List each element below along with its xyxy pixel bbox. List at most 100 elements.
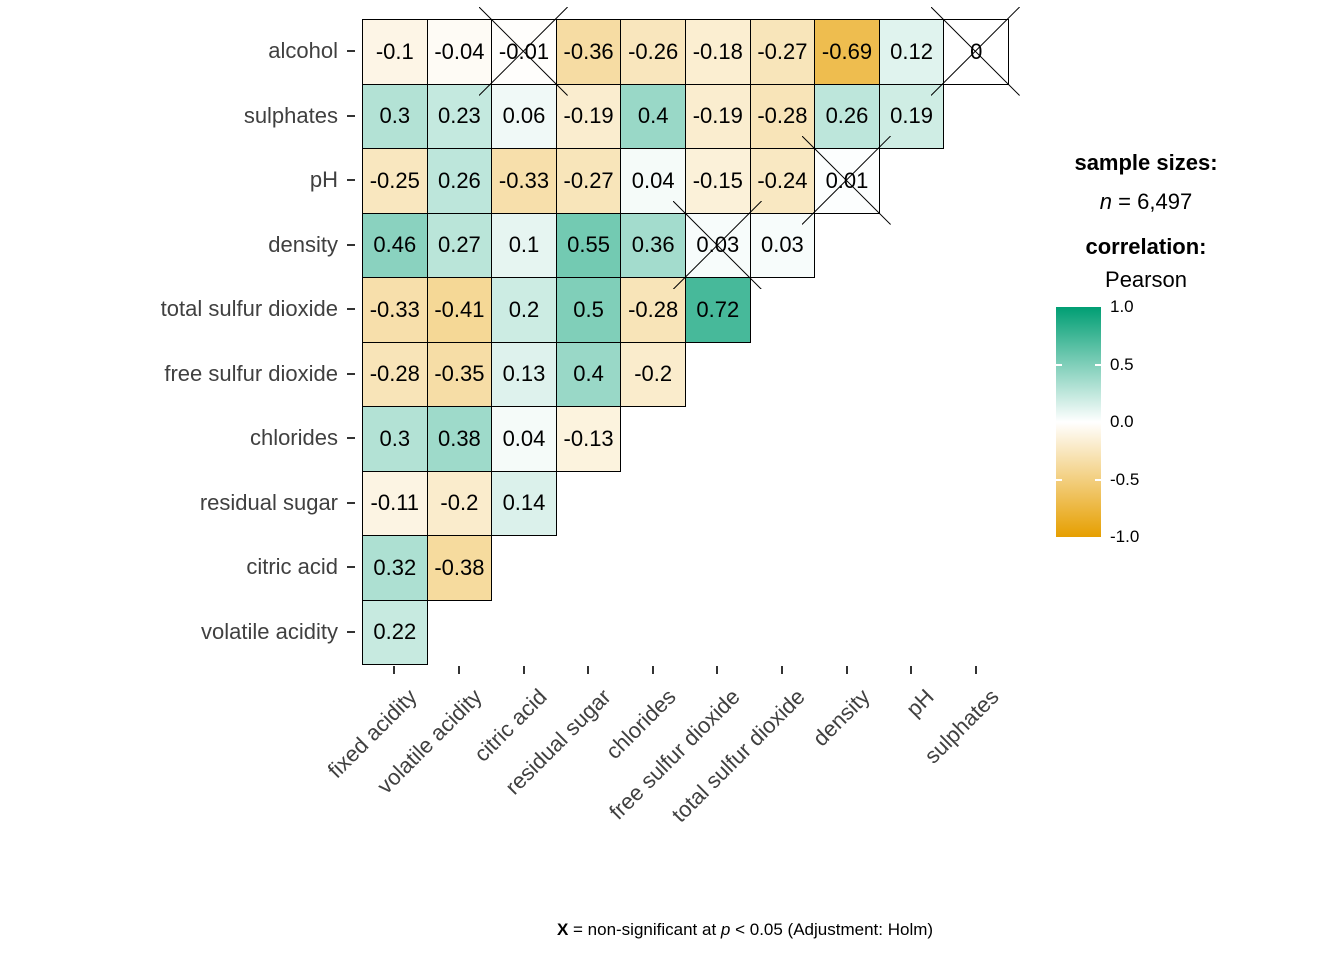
x-axis-tick [780, 666, 783, 674]
x-axis-label: residual sugar [500, 684, 616, 800]
colorbar-tick-mark [1095, 478, 1101, 481]
correlation-value: -0.01 [498, 38, 550, 64]
legend-correlation-title: correlation: [1085, 234, 1207, 259]
heatmap-cell: 0.1 [491, 212, 557, 278]
x-axis-tick [845, 666, 848, 674]
heatmap-cell: -0.28 [620, 277, 686, 343]
colorbar-tick-mark [1056, 478, 1062, 481]
correlation-value: -0.28 [628, 296, 679, 322]
heatmap-cell: 0.03 [749, 212, 816, 278]
heatmap-cell: 0.04 [491, 406, 557, 472]
correlation-value: -0.15 [692, 167, 743, 193]
y-axis-tick [347, 243, 355, 246]
heatmap-cell: -0.11 [362, 470, 428, 536]
correlation-value: 0.3 [379, 103, 411, 129]
correlation-value: -0.11 [370, 490, 420, 516]
correlation-value: 0.38 [437, 425, 481, 451]
y-axis-label: volatile acidity [201, 618, 338, 644]
x-axis-label: density [807, 684, 875, 751]
y-axis-tick [347, 437, 355, 440]
correlation-value: 0.36 [631, 232, 675, 258]
heatmap-cell: 0.13 [491, 341, 557, 407]
correlation-value: 0.55 [567, 232, 610, 258]
x-axis-label: chlorides [600, 684, 681, 764]
y-axis-label: alcohol [268, 38, 338, 64]
x-axis-tick [974, 666, 977, 674]
legend-correlation-method: Pearson [1105, 267, 1187, 292]
heatmap-cell: -0.38 [426, 535, 493, 601]
colorbar-tick-label: 0.0 [1110, 412, 1134, 431]
colorbar-tick-mark [1056, 363, 1062, 366]
correlation-value: -0.19 [563, 103, 614, 129]
caption-text-2: < 0.05 (Adjustment: Holm) [730, 920, 934, 939]
heatmap-cell: 0.46 [362, 212, 428, 278]
x-axis-tick [716, 666, 719, 674]
colorbar-tick-mark [1095, 363, 1101, 366]
y-axis-tick [347, 179, 355, 182]
caption-text-1: = non-significant at [568, 920, 721, 939]
heatmap-cell: 0.36 [620, 212, 686, 278]
correlation-value: 0.32 [373, 554, 417, 580]
heatmap-cell: -0.19 [685, 83, 751, 149]
heatmap-cell: -0.01 [491, 19, 557, 85]
heatmap-cell: 0.26 [426, 148, 493, 214]
correlation-value: 0.14 [502, 490, 546, 516]
correlation-value: 0.01 [825, 167, 869, 193]
heatmap-cell: 0.26 [814, 83, 880, 149]
heatmap-cell: 0 [943, 19, 1009, 85]
n-value: = 6,497 [1112, 189, 1193, 214]
y-axis-tick [347, 50, 355, 53]
correlation-value: -0.35 [434, 361, 485, 387]
x-axis-label: pH [901, 684, 939, 722]
x-axis-tick [587, 666, 590, 674]
heatmap-cell: 0.4 [555, 341, 622, 407]
heatmap-cell: 0.22 [362, 599, 428, 665]
heatmap-cell: 0.14 [491, 470, 557, 536]
correlation-value: -0.24 [757, 167, 808, 193]
y-axis-tick [347, 372, 355, 375]
correlation-value: 0.19 [890, 103, 933, 129]
correlation-value: 0.5 [573, 296, 604, 322]
heatmap-cell: 0.55 [555, 212, 622, 278]
colorbar-tick-label: -1.0 [1110, 527, 1140, 546]
heatmap-cell: 0.01 [814, 148, 880, 214]
heatmap-cell: 0.06 [491, 83, 557, 149]
heatmap-cell: 0.3 [362, 83, 428, 149]
correlation-value: -0.38 [434, 554, 485, 580]
correlation-value: -0.26 [628, 38, 679, 64]
correlation-value: 0.23 [437, 103, 481, 129]
x-axis-tick [457, 666, 460, 674]
correlation-value: 0.46 [373, 232, 417, 258]
correlation-value: 0.03 [760, 232, 804, 258]
correlation-value: 0.2 [508, 296, 540, 322]
y-axis-label: density [268, 231, 338, 257]
heatmap-cell: 0.19 [878, 83, 945, 149]
correlation-value: 0.26 [825, 103, 869, 129]
correlation-value: 0.03 [696, 232, 740, 258]
heatmap-cell: 0.4 [620, 83, 686, 149]
y-axis-tick [347, 501, 355, 504]
y-axis-label: chlorides [249, 425, 338, 451]
x-axis-tick [393, 666, 396, 674]
heatmap-cell: 0.5 [555, 277, 622, 343]
y-axis-label: pH [309, 167, 338, 193]
heatmap-cell: -0.69 [814, 19, 880, 85]
heatmap-cell: -0.2 [620, 341, 686, 407]
correlation-value: -0.19 [692, 103, 743, 129]
y-axis-label: citric acid [246, 554, 338, 580]
y-axis-tick [347, 630, 355, 633]
heatmap-cell: -0.04 [426, 19, 493, 85]
heatmap-cell: 0.23 [426, 83, 493, 149]
y-axis-tick [347, 566, 355, 569]
n-symbol: n [1099, 189, 1113, 214]
x-axis-tick [522, 666, 525, 674]
heatmap-cell: 0.72 [685, 277, 751, 343]
y-axis-label: residual sugar [199, 489, 338, 515]
correlation-value: -0.33 [369, 296, 420, 322]
correlation-value: -0.13 [563, 425, 614, 451]
correlation-value: 0.72 [696, 296, 740, 322]
y-axis-tick [347, 114, 355, 117]
heatmap-cell: -0.33 [491, 148, 557, 214]
correlation-value: 0.3 [379, 425, 411, 451]
